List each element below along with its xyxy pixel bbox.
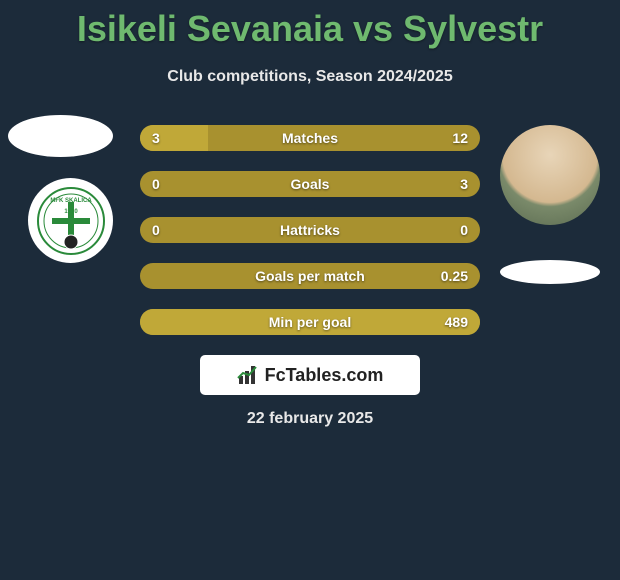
stat-right-value: 12 [452,125,468,151]
player2-club-badge [500,260,600,284]
player1-avatar [8,115,113,157]
bar-chart-icon [237,364,259,386]
club-badge-icon: MFK SKALICA 1920 [36,186,106,256]
stat-row-matches: 3 Matches 12 [140,125,480,151]
branding-text: FcTables.com [265,365,384,386]
stat-right-value: 3 [460,171,468,197]
stat-label: Matches [140,125,480,151]
svg-text:MFK SKALICA: MFK SKALICA [50,198,92,204]
stat-label: Goals per match [140,263,480,289]
stats-container: 3 Matches 12 0 Goals 3 0 Hattricks 0 Goa… [140,125,480,355]
svg-text:1920: 1920 [64,209,78,215]
stat-row-hattricks: 0 Hattricks 0 [140,217,480,243]
stat-row-mpg: Min per goal 489 [140,309,480,335]
branding-badge: FcTables.com [200,355,420,395]
stat-row-goals: 0 Goals 3 [140,171,480,197]
subtitle: Club competitions, Season 2024/2025 [0,68,620,86]
stat-right-value: 0.25 [441,263,468,289]
stat-label: Hattricks [140,217,480,243]
stat-row-gpm: Goals per match 0.25 [140,263,480,289]
stat-right-value: 0 [460,217,468,243]
stat-right-value: 489 [445,309,468,335]
page-title: Isikeli Sevanaia vs Sylvestr [0,0,620,50]
player1-club-badge: MFK SKALICA 1920 [28,178,113,263]
stat-label: Min per goal [140,309,480,335]
player2-avatar [500,125,600,225]
stat-label: Goals [140,171,480,197]
date-text: 22 february 2025 [0,410,620,428]
